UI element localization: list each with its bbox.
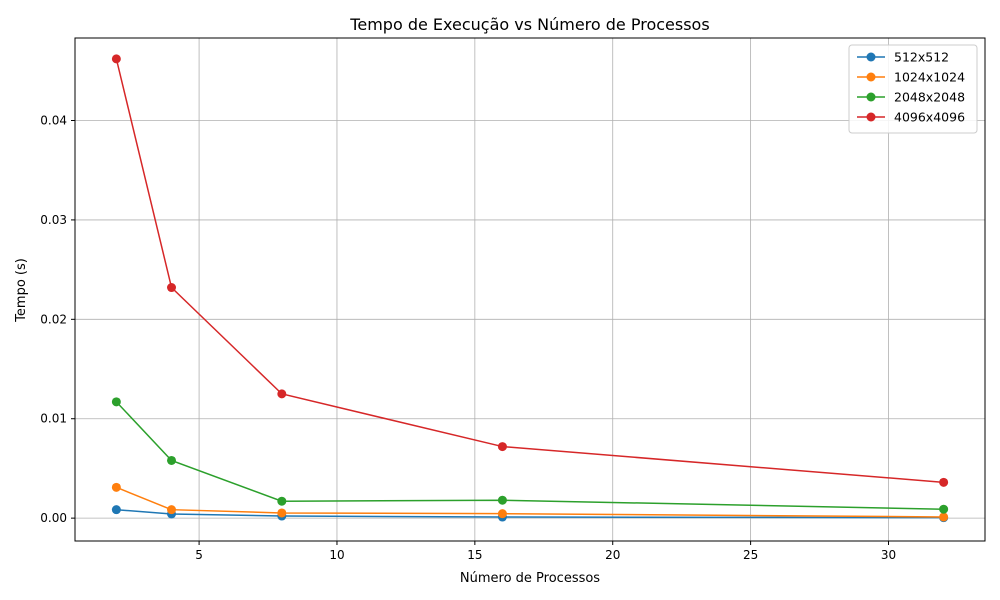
data-point — [167, 283, 177, 293]
y-axis-label: Tempo (s) — [14, 258, 29, 323]
legend-box — [848, 44, 978, 134]
data-point — [939, 504, 949, 514]
series-4096x4096 — [111, 54, 949, 487]
y-tick-label: 0.01 — [40, 412, 67, 426]
data-point — [167, 505, 177, 515]
legend-label: 1024x1024 — [894, 70, 965, 85]
x-axis-label: Número de Processos — [460, 571, 600, 586]
x-tick-label: 30 — [881, 548, 896, 562]
x-tick-label: 10 — [329, 548, 344, 562]
legend-label: 512x512 — [894, 50, 949, 65]
legend-item: 512x512 — [857, 50, 949, 65]
data-point — [277, 496, 287, 506]
legend-item: 2048x2048 — [857, 90, 965, 105]
series-2048x2048 — [111, 397, 949, 514]
legend-label: 2048x2048 — [894, 90, 965, 105]
axes: 5 10 15 20 25 30 0.00 0.01 0.02 0.03 0.04 — [40, 114, 896, 562]
series-layer — [111, 54, 949, 523]
x-tick-label: 20 — [605, 548, 620, 562]
x-tick-label: 5 — [195, 548, 203, 562]
data-point — [277, 389, 287, 399]
legend-swatch-marker — [866, 72, 876, 82]
data-point — [497, 509, 507, 519]
plot-frame — [74, 37, 986, 542]
data-point — [111, 397, 121, 407]
legend-swatch-marker — [866, 52, 876, 62]
data-point — [939, 477, 949, 487]
data-point — [111, 54, 121, 64]
y-tick-label: 0.00 — [40, 511, 67, 525]
x-tick-label: 15 — [467, 548, 482, 562]
y-tick-label: 0.02 — [40, 312, 67, 326]
x-tick-label: 25 — [743, 548, 758, 562]
data-point — [111, 505, 121, 515]
series-1024x1024 — [111, 482, 949, 522]
legend-swatch-marker — [866, 92, 876, 102]
data-point — [497, 495, 507, 505]
y-tick-label: 0.03 — [40, 213, 67, 227]
legend-label: 4096x4096 — [894, 110, 965, 125]
chart-title: Tempo de Execução vs Número de Processos — [349, 15, 709, 34]
legend-item: 1024x1024 — [857, 70, 965, 85]
legend-swatch-marker — [866, 112, 876, 122]
y-tick-label: 0.04 — [40, 114, 67, 128]
data-point — [939, 512, 949, 522]
data-point — [111, 482, 121, 492]
legend-item: 4096x4096 — [857, 110, 965, 125]
data-point — [167, 455, 177, 465]
legend: 512x512 1024x1024 2048x2048 4096x4096 — [848, 44, 978, 134]
data-point — [497, 442, 507, 452]
data-point — [277, 508, 287, 518]
